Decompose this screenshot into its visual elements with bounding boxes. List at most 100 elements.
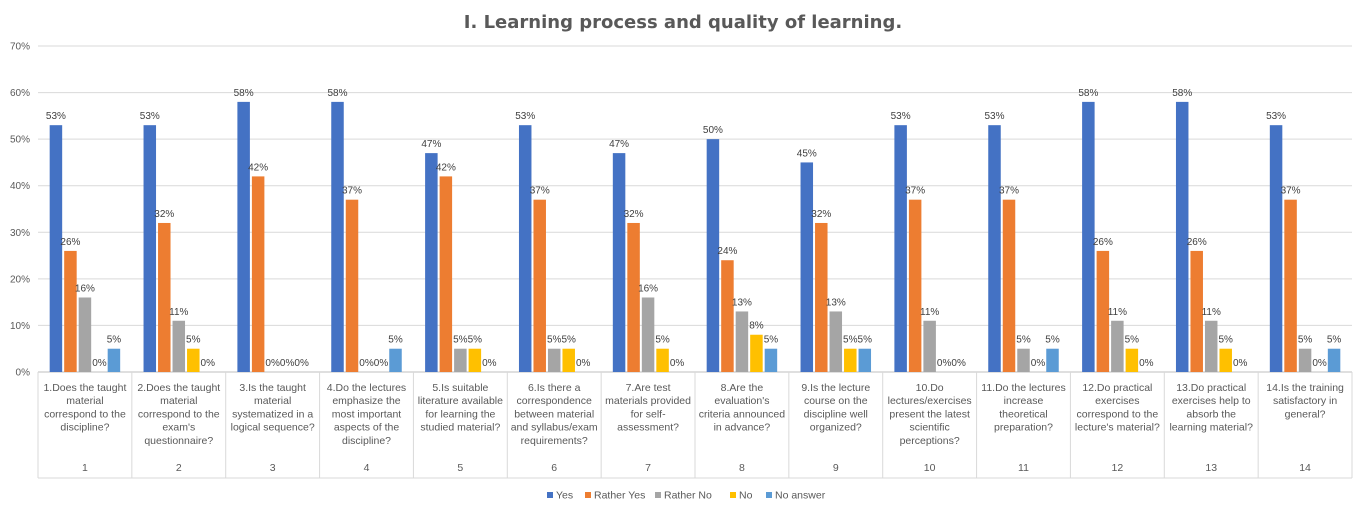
data-label: 47% (609, 139, 629, 150)
legend-entry: Rather No (664, 490, 712, 502)
bar (49, 125, 63, 373)
bar (143, 125, 157, 373)
data-label: 11% (1108, 307, 1127, 318)
data-label: 11% (920, 307, 939, 318)
data-label: 47% (421, 139, 441, 150)
legend-swatch (585, 492, 591, 498)
data-label: 42% (436, 162, 456, 173)
data-labels: 53% 53% 58% 58% 47% 53% 47% 50% 45% 53% 53% 58% 58% 5… (46, 88, 1341, 369)
category-number: 12 (1112, 462, 1124, 474)
data-label: 5% (1016, 335, 1031, 346)
data-label: 5% (1327, 335, 1342, 346)
bar (844, 348, 857, 372)
bar (1096, 250, 1110, 372)
data-label: 5% (388, 335, 403, 346)
bar (1002, 199, 1016, 372)
legend-swatch (766, 492, 772, 498)
y-tick-label: 70% (10, 42, 30, 53)
bar (641, 297, 655, 372)
category-label: 4.Do the lectures emphasize the most impor… (327, 382, 406, 447)
bar (439, 176, 453, 372)
data-label: 0% (1233, 358, 1248, 369)
bar (800, 162, 814, 372)
data-label: 53% (891, 111, 911, 122)
data-label: 0% (1139, 358, 1154, 369)
bar (1204, 320, 1218, 372)
data-label: 37% (905, 186, 925, 197)
data-label: 5% (655, 335, 670, 346)
category-label: 13.Do practical exercises help to absorb t… (1169, 382, 1253, 434)
data-label: 58% (1078, 88, 1098, 99)
bar (1269, 125, 1283, 373)
data-label: 0% (92, 358, 107, 369)
category-number: 5 (457, 462, 463, 474)
y-tick-label: 40% (10, 181, 30, 192)
bar (764, 348, 778, 372)
category-number: 2 (176, 462, 182, 474)
bar (533, 199, 546, 372)
bar (627, 222, 640, 372)
legend-entry: No (739, 490, 753, 502)
bar (1111, 320, 1124, 372)
data-label: 5% (1125, 335, 1140, 346)
bar (1190, 250, 1203, 372)
data-label: 0% (1312, 358, 1327, 369)
category-label: 1.Does the taught material correspond to t… (43, 382, 126, 434)
data-label: 5% (186, 335, 201, 346)
bar (518, 125, 532, 373)
category-label: 12.Do practical exercises correspond to th… (1075, 382, 1160, 434)
data-label: 26% (1093, 237, 1113, 248)
data-label: 5% (468, 335, 483, 346)
bar (64, 250, 77, 372)
bar (908, 199, 922, 372)
data-label: 16% (638, 283, 658, 294)
bar (612, 153, 626, 372)
data-label: 32% (624, 209, 644, 220)
data-label: 37% (342, 186, 362, 197)
category-number: 10 (924, 462, 936, 474)
category-label: 7.Are test materials provided for self-ass… (605, 382, 691, 434)
chart-title: I. Learning process and quality of learn… (464, 12, 902, 33)
bar (237, 101, 250, 372)
category-number: 4 (364, 462, 370, 474)
category-label: 10.Do lectures/exercises present the lates… (888, 382, 972, 447)
bar (425, 153, 438, 372)
data-label: 5% (1298, 335, 1313, 346)
bar (172, 320, 186, 372)
data-label: 53% (1266, 111, 1286, 122)
bar (815, 222, 828, 372)
bar (187, 348, 200, 372)
data-label: 5% (1218, 335, 1233, 346)
data-label: 5% (858, 335, 873, 346)
bar (78, 297, 92, 372)
data-label: 0% (937, 358, 952, 369)
bar (1046, 348, 1059, 372)
category-label: 9.Is the lecture course on the discipline … (801, 382, 870, 434)
bar (454, 348, 467, 372)
data-label: 5% (561, 335, 576, 346)
data-label: 0% (201, 358, 216, 369)
y-tick-label: 20% (10, 274, 30, 285)
bar (923, 320, 936, 372)
data-label: 0% (482, 358, 497, 369)
category-label: 11.Do the lectures increase theoretical pre… (981, 382, 1065, 434)
category-number: 9 (833, 462, 839, 474)
data-label: 8% (749, 321, 764, 332)
data-label: 0% (951, 358, 966, 369)
data-label: 0% (374, 358, 389, 369)
legend-swatch (730, 492, 736, 498)
data-label: 58% (234, 88, 254, 99)
bar (107, 348, 121, 372)
category-label: 8.Are the evaluation's criteria announced i… (699, 382, 786, 434)
data-label: 50% (703, 125, 723, 136)
legend-entry: No answer (775, 490, 826, 502)
data-label: 37% (999, 186, 1019, 197)
data-label: 5% (764, 335, 779, 346)
data-label: 5% (843, 335, 858, 346)
data-label: 53% (46, 111, 66, 122)
bar (389, 348, 402, 372)
data-label: 0% (265, 358, 280, 369)
bar (656, 348, 669, 372)
data-label: 5% (547, 335, 562, 346)
bar (1082, 101, 1095, 372)
